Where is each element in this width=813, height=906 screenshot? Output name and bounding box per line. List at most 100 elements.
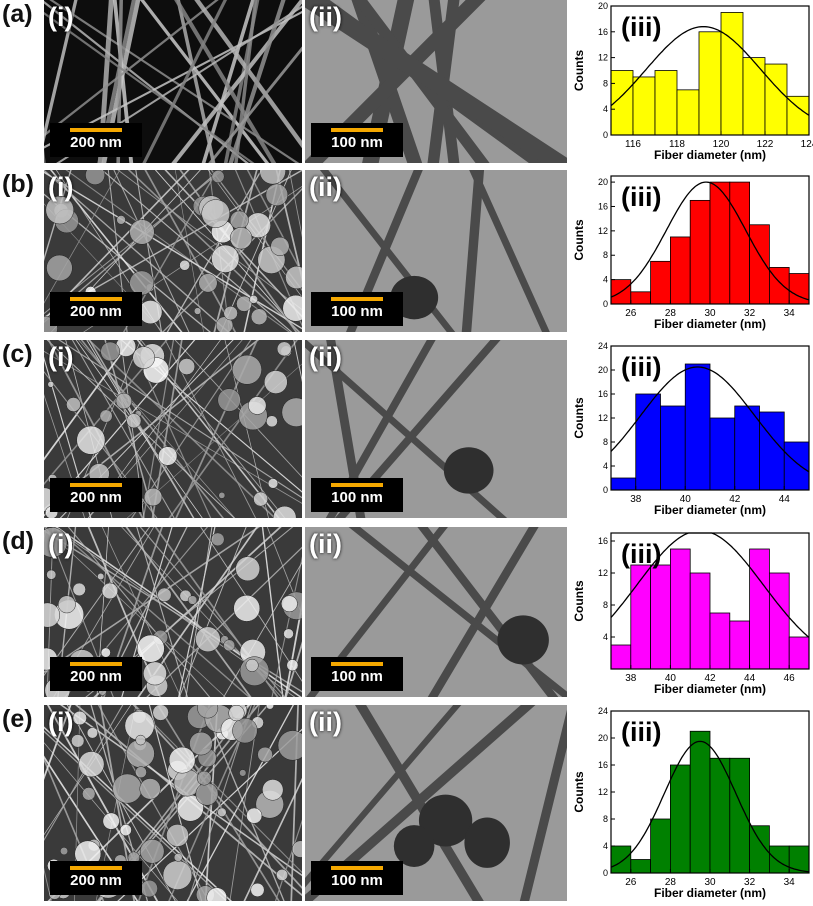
histogram-bar: [610, 477, 637, 491]
x-tick-label: 122: [757, 139, 774, 150]
histogram-bar: [768, 572, 790, 670]
histogram-bar: [729, 620, 751, 670]
scale-bar: 200 nm: [50, 478, 142, 512]
x-axis-label: Fiber diameter (nm): [654, 317, 766, 331]
plot-frame: [610, 5, 810, 136]
scale-bar: 100 nm: [311, 292, 403, 326]
tem-sublabel: (ii): [309, 529, 342, 559]
chart-panel-label: (iii): [621, 352, 662, 382]
tem-sublabel: (ii): [309, 707, 342, 737]
scale-bar: 200 nm: [50, 123, 142, 157]
histogram-bar: [670, 764, 691, 874]
x-tick-label: 26: [625, 308, 637, 319]
tem-image: (ii) 100 nm: [305, 0, 567, 163]
histogram-bar: [630, 291, 651, 305]
histogram-bar: [698, 31, 722, 136]
histogram-bar: [689, 572, 711, 670]
y-tick-label: 16: [598, 201, 608, 211]
y-tick-label: 16: [598, 760, 608, 770]
y-tick-label: 8: [603, 814, 608, 824]
y-tick-label: 0: [603, 130, 608, 140]
row-label: (c): [2, 340, 33, 368]
scale-bar-label: 100 nm: [331, 134, 383, 151]
sem-image: (i) 200 nm: [44, 340, 302, 518]
tem-image: (ii) 100 nm: [305, 705, 567, 901]
sem-sublabel: (i): [48, 707, 74, 737]
histogram-bar: [709, 181, 731, 305]
y-tick-label: 0: [603, 299, 608, 309]
y-tick-label: 24: [598, 341, 608, 351]
x-tick-label: 38: [625, 673, 637, 684]
y-tick-label: 8: [603, 437, 608, 447]
histogram-bar: [684, 363, 711, 491]
sem-sublabel: (i): [48, 342, 74, 372]
figure-row: (d) (i) 200 nm (ii) 100 nm 38 40 42 44 46 4 8 12 16 Fi…: [0, 527, 813, 697]
scale-bar: 200 nm: [50, 292, 142, 326]
histogram-bar: [734, 405, 760, 491]
x-axis-label: Fiber diameter (nm): [654, 503, 766, 517]
tem-image: (ii) 100 nm: [305, 340, 567, 518]
y-tick-label: 16: [598, 27, 608, 37]
x-tick-label: 38: [630, 494, 642, 505]
histogram-panel: 38 40 42 44 46 4 8 12 16 Fiber diameter (nm) Count…: [567, 527, 813, 697]
row-label: (a): [2, 0, 33, 28]
histogram-panel: 116 118 120 122 124 0 4 8 12 16 20 Fiber diameter (…: [567, 0, 813, 163]
y-tick-label: 4: [603, 632, 608, 642]
histogram-bar: [709, 612, 731, 670]
x-axis-label: Fiber diameter (nm): [654, 682, 766, 696]
y-tick-label: 20: [598, 733, 608, 743]
y-tick-label: 12: [598, 787, 608, 797]
scale-bar-label: 100 nm: [331, 303, 383, 320]
histogram-bar: [610, 845, 632, 874]
sem-image: (i) 200 nm: [44, 527, 302, 697]
scale-bar: 200 nm: [50, 861, 142, 895]
histogram-bar: [635, 393, 661, 491]
figure-row: (b) (i) 200 nm (ii) 100 nm 26 28 30 32 34 0 4 8 12 16 2…: [0, 170, 813, 332]
histogram-bar: [689, 730, 711, 874]
histogram-bar: [749, 548, 770, 670]
histogram-panel: 26 28 30 32 34 0 4 8 12 16 20 24 Fiber diameter (nm)…: [567, 705, 813, 901]
histogram-bar: [786, 95, 810, 136]
y-tick-label: 4: [603, 275, 608, 285]
scale-bar: 100 nm: [311, 861, 403, 895]
y-tick-label: 16: [598, 389, 608, 399]
x-tick-label: 26: [625, 877, 637, 888]
scale-bar-label: 200 nm: [70, 134, 122, 151]
sem-image: (i) 200 nm: [44, 0, 302, 163]
histogram-bar: [654, 70, 678, 136]
tem-image: (ii) 100 nm: [305, 170, 567, 332]
x-tick-label: 40: [665, 673, 677, 684]
y-axis-label: Counts: [572, 771, 586, 813]
y-tick-label: 24: [598, 706, 608, 716]
histogram-bar: [676, 89, 700, 136]
x-tick-label: 32: [744, 877, 756, 888]
gaussian-fit-line: [610, 181, 810, 301]
scale-bar-label: 100 nm: [331, 668, 383, 685]
histogram-bar: [650, 260, 671, 305]
row-label: (b): [2, 170, 34, 198]
y-tick-label: 4: [603, 841, 608, 851]
y-tick-label: 8: [603, 600, 608, 610]
sem-image: (i) 200 nm: [44, 705, 302, 901]
y-tick-label: 12: [598, 413, 608, 423]
scale-bar-label: 200 nm: [70, 668, 122, 685]
histogram-bar: [689, 199, 711, 305]
histogram-bar: [768, 845, 790, 874]
x-tick-label: 116: [625, 139, 641, 150]
scale-bar-label: 100 nm: [331, 489, 383, 506]
y-tick-label: 16: [598, 536, 608, 546]
histogram-chart: 26 28 30 32 34 0 4 8 12 16 20 24 Fiber diameter (nm)…: [572, 706, 810, 900]
figure-row: (a) (i) 200 nm (ii) 100 nm 116 118 120 122 124 0 4 8…: [0, 0, 813, 163]
y-tick-label: 20: [598, 177, 608, 187]
x-tick-label: 44: [744, 673, 756, 684]
histogram-panel: 38 40 42 44 0 4 8 12 16 20 24 Fiber diameter (nm) Co…: [567, 340, 813, 518]
chart-panel-label: (iii): [621, 182, 662, 212]
histogram-chart: 116 118 120 122 124 0 4 8 12 16 20 Fiber diameter (…: [572, 1, 813, 162]
y-tick-label: 8: [603, 78, 608, 88]
gaussian-fit-line: [610, 740, 810, 873]
y-axis-label: Counts: [572, 219, 586, 261]
y-tick-label: 20: [598, 1, 608, 11]
x-tick-label: 30: [704, 308, 716, 319]
x-tick-label: 40: [680, 494, 692, 505]
